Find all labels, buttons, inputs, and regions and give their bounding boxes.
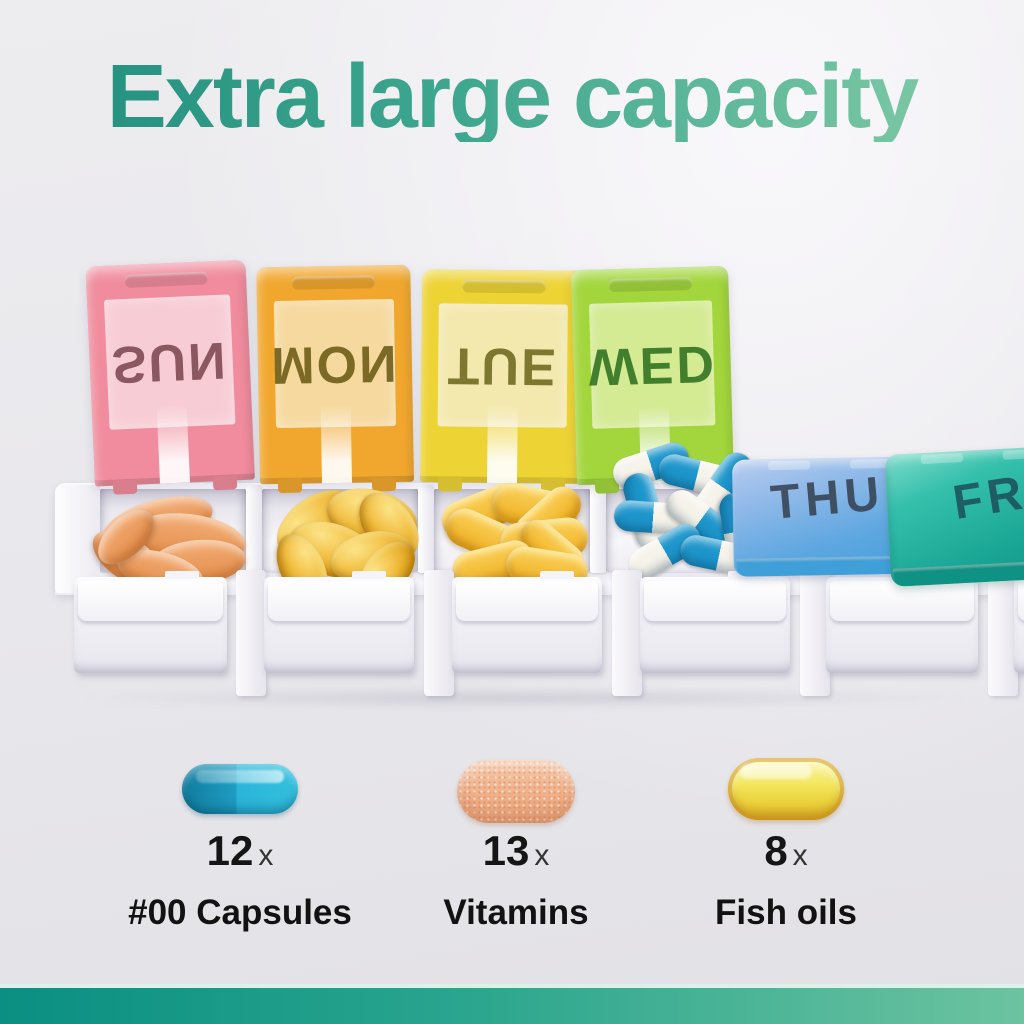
push-tab-sun <box>74 571 227 673</box>
day-label-tue: TUE <box>447 335 559 396</box>
day-label-sun: SUN <box>110 330 229 394</box>
tray-post <box>988 570 1018 696</box>
tray-post <box>424 570 454 696</box>
tray-post <box>800 570 830 696</box>
lid-tue-open: TUE <box>420 269 586 493</box>
fish-oil-label: Fish oils <box>715 893 857 932</box>
push-tab-thu <box>826 571 978 673</box>
footer-gradient-bar <box>0 988 1024 1024</box>
ground-shadow <box>70 688 980 708</box>
compartment-divider <box>418 485 434 573</box>
tray-post <box>612 570 642 696</box>
lid-latch <box>461 279 546 294</box>
lid-rib <box>768 460 811 471</box>
footer-accent-line <box>0 984 1024 988</box>
lid-hinge-hook <box>112 479 138 495</box>
compartment-divider <box>246 485 262 573</box>
legend-vitamins: 13 x Vitamins <box>366 755 666 945</box>
push-tab-fri <box>1012 571 1024 673</box>
fish-oil-softgel-icon <box>728 758 844 820</box>
day-label-fri: FRI <box>949 463 1024 531</box>
push-tab-tue <box>452 571 602 673</box>
vitamin-count: 13 x <box>482 827 550 874</box>
lid-fri-closed: FRI <box>884 445 1024 587</box>
lid-stem <box>156 404 190 484</box>
capsule-icon <box>182 764 298 814</box>
lid-sun-open: SUN <box>85 259 255 495</box>
lid-hinge-hook <box>437 477 463 492</box>
day-label-wed: WED <box>587 333 717 396</box>
page-title: Extra large capacity <box>0 52 1024 142</box>
legend-fish-oils: 8 x Fish oils <box>636 755 936 945</box>
capsule-count: 12 x <box>206 827 274 874</box>
vitamin-label: Vitamins <box>443 893 589 932</box>
day-label-thu: THU <box>768 467 887 530</box>
push-tab-wed <box>640 571 790 673</box>
compartment-divider <box>590 485 606 573</box>
lid-hinge-hook <box>212 475 238 491</box>
fish-oil-count: 8 x <box>764 827 808 874</box>
capsule-label: #00 Capsules <box>128 893 352 932</box>
lid-rib <box>920 452 964 465</box>
lid-hinge-hook <box>277 478 303 494</box>
legend-capsules: 12 x #00 Capsules <box>90 755 390 945</box>
lid-rib <box>1002 448 1024 460</box>
lid-latch <box>607 276 693 293</box>
day-label-mon: MON <box>270 333 400 394</box>
lid-mon-open: MON <box>256 264 414 494</box>
push-tab-mon <box>264 571 414 673</box>
tray-post <box>236 570 266 696</box>
lid-latch <box>291 275 376 290</box>
lid-stem <box>486 404 518 484</box>
lid-stem <box>320 404 352 484</box>
lid-latch <box>123 271 209 289</box>
vitamin-tablet-icon <box>457 760 575 823</box>
